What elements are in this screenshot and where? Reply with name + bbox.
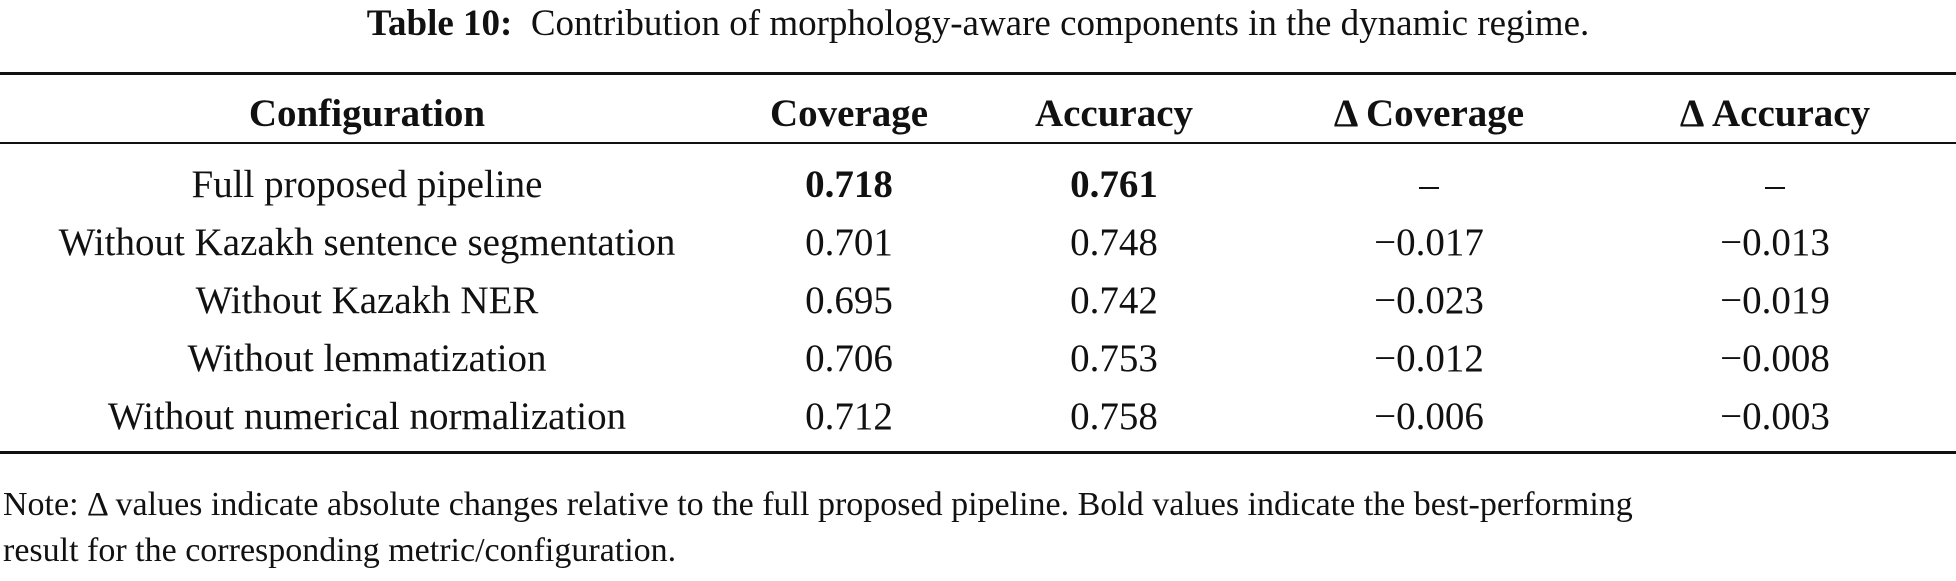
cell-configuration: Without Kazakh NER (195, 279, 539, 322)
results-table: Configuration Coverage Accuracy Δ Covera… (0, 85, 1956, 446)
cell-coverage-best: 0.718 (805, 163, 893, 206)
header-configuration: Configuration (248, 92, 486, 135)
cell-delta-accuracy: – (1765, 163, 1785, 206)
cell-configuration: Without numerical normalization (107, 395, 627, 438)
cell-accuracy: 0.748 (1070, 221, 1158, 264)
header-accuracy: Accuracy (1034, 92, 1194, 135)
cell-accuracy: 0.742 (1070, 279, 1158, 322)
table-row: Without Kazakh NER 0.695 0.742 −0.023 −0… (0, 272, 1956, 330)
cell-delta-coverage: −0.017 (1374, 221, 1484, 264)
header-delta-accuracy: Δ Accuracy (1679, 92, 1871, 135)
table-caption: Table 10: Contribution of morphology-awa… (0, 2, 1956, 46)
note-line-1: Note: Δ values indicate absolute changes… (3, 486, 1633, 523)
cell-delta-accuracy: −0.008 (1720, 337, 1830, 380)
table-header-rule (0, 142, 1956, 144)
cell-configuration: Without lemmatization (187, 337, 547, 380)
cell-accuracy-best: 0.761 (1070, 163, 1158, 206)
table-row: Without lemmatization 0.706 0.753 −0.012… (0, 330, 1956, 388)
header-coverage: Coverage (769, 92, 929, 135)
table-top-rule (0, 72, 1956, 75)
table-note: Note: Δ values indicate absolute changes… (3, 482, 1953, 574)
header-row: Configuration Coverage Accuracy Δ Covera… (0, 85, 1956, 142)
cell-coverage: 0.712 (805, 395, 893, 438)
cell-configuration: Without Kazakh sentence segmentation (58, 221, 676, 264)
cell-delta-accuracy: −0.013 (1720, 221, 1830, 264)
caption-label: Table 10: (366, 3, 513, 44)
cell-accuracy: 0.753 (1070, 337, 1158, 380)
cell-delta-coverage: −0.006 (1374, 395, 1484, 438)
cell-accuracy: 0.758 (1070, 395, 1158, 438)
cell-delta-accuracy: −0.003 (1720, 395, 1830, 438)
header-delta-coverage: Δ Coverage (1333, 92, 1525, 135)
table-row: Without numerical normalization 0.712 0.… (0, 388, 1956, 446)
table-row: Full proposed pipeline 0.718 0.761 – – (0, 156, 1956, 214)
cell-coverage: 0.706 (805, 337, 893, 380)
cell-configuration: Full proposed pipeline (191, 163, 543, 206)
cell-delta-coverage: −0.023 (1374, 279, 1484, 322)
cell-delta-accuracy: −0.019 (1720, 279, 1830, 322)
cell-delta-coverage: −0.012 (1374, 337, 1484, 380)
cell-coverage: 0.695 (805, 279, 893, 322)
caption-text: Contribution of morphology-aware compone… (530, 3, 1590, 44)
header-spacer (0, 142, 1956, 156)
table-bottom-rule (0, 451, 1956, 454)
table-row: Without Kazakh sentence segmentation 0.7… (0, 214, 1956, 272)
cell-coverage: 0.701 (805, 221, 893, 264)
cell-delta-coverage: – (1419, 163, 1439, 206)
note-line-2: result for the corresponding metric/conf… (3, 532, 677, 569)
